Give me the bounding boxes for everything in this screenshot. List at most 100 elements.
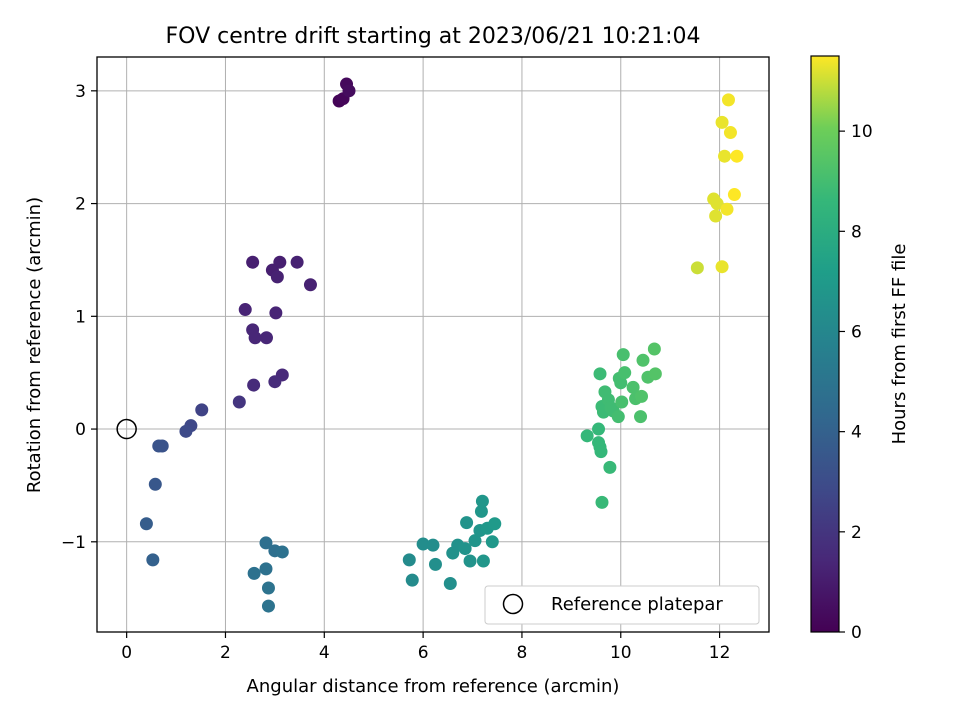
data-point	[635, 389, 649, 403]
y-axis-label: Rotation from reference (arcmin)	[24, 197, 45, 493]
data-point	[648, 367, 662, 381]
data-point	[715, 115, 729, 129]
data-point	[416, 537, 430, 551]
scatter-points	[139, 77, 744, 613]
data-point	[690, 261, 704, 275]
data-point	[246, 255, 260, 269]
colorbar-gradient	[810, 55, 840, 633]
data-point	[179, 424, 193, 438]
legend-label-reference: Reference platepar	[551, 594, 723, 615]
data-point	[594, 445, 608, 459]
x-tick-label: 4	[319, 643, 330, 663]
data-point	[730, 149, 744, 163]
plot-area-frame	[96, 56, 770, 633]
grid-lines	[97, 57, 769, 632]
chart-title: FOV centre drift starting at 2023/06/21 …	[166, 24, 701, 49]
data-point	[238, 303, 252, 317]
colorbar-tick-label: 8	[851, 222, 862, 242]
data-point	[428, 557, 442, 571]
x-tick-label: 2	[220, 643, 231, 663]
colorbar-tick-label: 10	[851, 122, 873, 142]
data-point	[593, 367, 607, 381]
data-point	[611, 410, 625, 424]
data-point	[248, 331, 262, 345]
y-tick-label: 1	[75, 307, 86, 327]
data-point	[405, 573, 419, 587]
y-tick-label: 0	[75, 420, 86, 440]
data-point	[636, 353, 650, 367]
colorbar-ticks: 0 2 4 6 8 10	[839, 122, 873, 643]
data-point	[592, 422, 606, 436]
data-point	[342, 84, 356, 98]
x-axis-label: Angular distance from reference (arcmin)	[247, 676, 620, 697]
colorbar-tick-label: 2	[851, 523, 862, 543]
data-point	[232, 395, 246, 409]
data-point	[195, 403, 209, 417]
y-tick-label: −1	[61, 533, 86, 553]
reference-point	[116, 418, 137, 440]
x-tick-label: 12	[709, 643, 731, 663]
data-point	[468, 534, 482, 548]
data-point	[463, 554, 477, 568]
data-point	[727, 188, 741, 202]
data-point	[247, 566, 261, 580]
data-point	[485, 535, 499, 549]
x-tick-label: 6	[418, 643, 429, 663]
data-point	[580, 429, 594, 443]
x-tick-label: 0	[121, 643, 132, 663]
x-axis-ticks: 0 2 4 6 8 10 12	[121, 632, 730, 663]
data-point	[603, 460, 617, 474]
x-tick-label: 8	[517, 643, 528, 663]
data-point	[647, 342, 661, 356]
y-tick-label: 2	[75, 195, 86, 215]
data-point	[443, 577, 457, 591]
data-point	[723, 126, 737, 140]
data-point	[261, 581, 275, 595]
data-point	[476, 554, 490, 568]
data-point	[303, 278, 317, 292]
data-point	[402, 553, 416, 567]
data-point	[616, 348, 630, 362]
data-point	[268, 375, 282, 389]
data-point	[626, 380, 640, 394]
data-point	[139, 517, 153, 531]
colorbar: 0 2 4 6 8 10 Hours from first FF file	[810, 55, 910, 643]
data-point	[146, 553, 160, 567]
data-point	[259, 562, 273, 576]
data-point	[247, 378, 261, 392]
reference-platepar-marker	[116, 418, 137, 440]
data-point	[721, 93, 735, 107]
data-point	[259, 536, 273, 550]
data-point	[275, 545, 289, 559]
colorbar-tick-label: 4	[851, 423, 862, 443]
colorbar-tick-label: 6	[851, 322, 862, 342]
data-point	[152, 439, 166, 453]
data-point	[715, 260, 729, 274]
data-point	[475, 494, 489, 508]
data-point	[720, 202, 734, 216]
data-point	[273, 255, 287, 269]
data-point	[259, 331, 273, 345]
data-point	[618, 366, 632, 380]
data-point	[710, 197, 724, 211]
legend: Reference platepar	[484, 585, 760, 625]
y-tick-label: 3	[75, 82, 86, 102]
data-point	[709, 209, 723, 223]
y-axis-ticks: −1 0 1 2 3	[61, 82, 97, 553]
data-point	[718, 149, 732, 163]
data-point	[269, 306, 283, 320]
data-point	[488, 517, 502, 531]
data-point	[270, 270, 284, 284]
data-point	[460, 516, 474, 530]
legend-box	[484, 585, 760, 625]
colorbar-label: Hours from first FF file	[889, 244, 910, 445]
data-point	[426, 538, 440, 552]
x-tick-label: 10	[610, 643, 632, 663]
legend-marker-reference	[502, 593, 524, 615]
data-point	[595, 495, 609, 509]
data-point	[614, 376, 628, 390]
data-point	[474, 504, 488, 518]
data-point	[615, 395, 629, 409]
data-point	[634, 410, 648, 424]
